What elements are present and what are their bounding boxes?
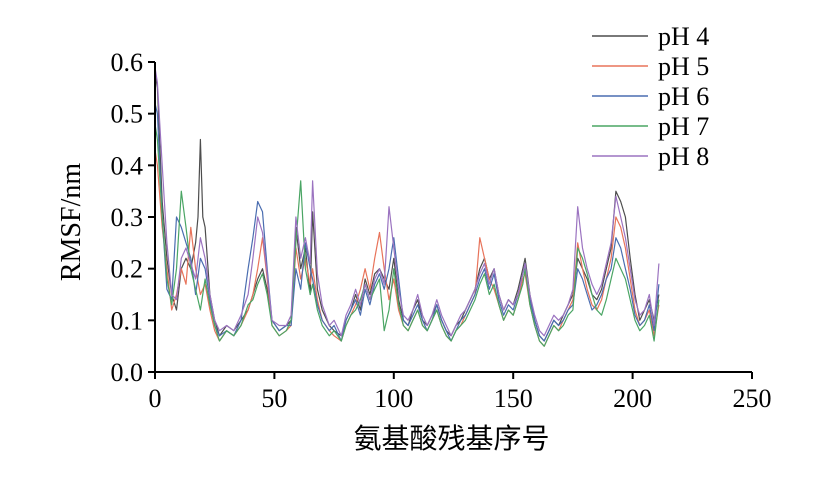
series-layer — [154, 67, 660, 347]
y-axis-title: RMSF/nm — [56, 163, 87, 281]
legend-label: pH 4 — [658, 22, 709, 51]
series-line-ph-4 — [154, 72, 660, 342]
x-tick-label: 50 — [261, 384, 287, 413]
x-tick-label: 250 — [733, 384, 772, 413]
y-tick-label: 0.1 — [111, 306, 144, 335]
x-tick-label: 100 — [374, 384, 413, 413]
ticks-layer: 0 50 100 150 200 250 0.0 0.1 0.2 0.3 0.4 0.5 0.6 — [111, 48, 772, 413]
y-tick-label: 0.6 — [111, 48, 144, 77]
legend-label: pH 7 — [658, 112, 709, 141]
series-line-ph-5 — [154, 149, 660, 347]
series-line-ph-8 — [154, 67, 660, 337]
y-tick-label: 0.4 — [111, 151, 144, 180]
x-tick-label: 150 — [494, 384, 533, 413]
y-tick-label: 0.0 — [111, 358, 144, 387]
y-tick-label: 0.5 — [111, 100, 144, 129]
y-tick-label: 0.2 — [111, 255, 144, 284]
legend-label: pH 6 — [658, 82, 709, 111]
x-tick-label: 0 — [149, 384, 162, 413]
series-line-ph-7 — [154, 123, 660, 347]
legend: pH 4pH 5pH 6pH 7pH 8 — [592, 22, 709, 171]
x-tick-label: 200 — [613, 384, 652, 413]
series-line-ph-6 — [154, 103, 660, 342]
legend-label: pH 8 — [658, 142, 709, 171]
x-axis-title: 氨基酸残基序号 — [353, 423, 549, 455]
legend-label: pH 5 — [658, 52, 709, 81]
y-tick-label: 0.3 — [111, 203, 144, 232]
